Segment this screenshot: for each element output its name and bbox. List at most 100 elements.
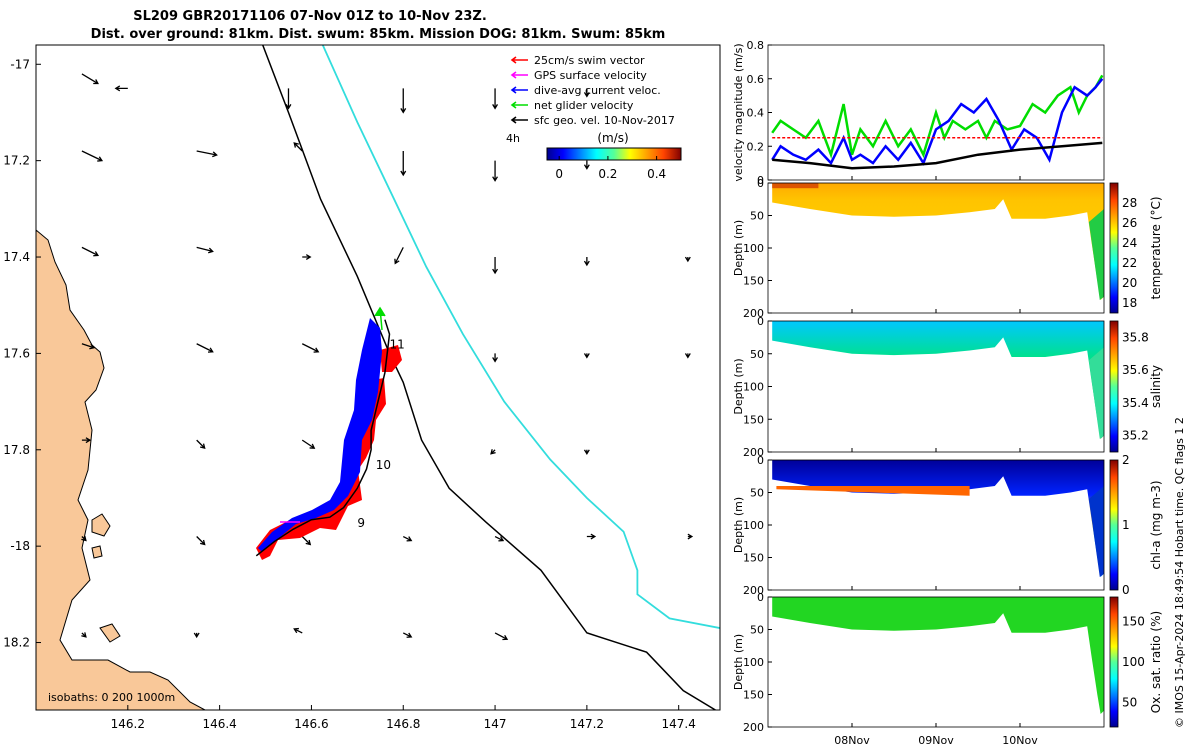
temperature-y-tick-label: 100	[743, 242, 764, 255]
temperature-y-tick-label: 50	[750, 210, 764, 223]
sfc-velocity-arrow	[81, 535, 87, 542]
map-x-tick-label: 146.6	[294, 717, 328, 731]
credit-line: © IMOS 15-Apr-2024 18:49:54 Hobart time.…	[1173, 417, 1186, 728]
temperature-colorbar-tick-label: 26	[1122, 216, 1137, 230]
oxygen-colorbar-tick-label: 50	[1122, 696, 1137, 710]
sfc-velocity-arrow	[402, 632, 413, 638]
map-legend: 25cm/s swim vector GPS surface velocity di…	[510, 54, 675, 127]
oxygen-y-tick-label: 50	[750, 624, 764, 637]
sfc-velocity-arrow	[196, 439, 206, 450]
salinity-colorbar	[1109, 320, 1119, 453]
map-colorbar-ticks: 0 0.2 0.4	[555, 156, 666, 181]
chla-y-tick-label: 50	[750, 487, 764, 500]
salinity-y-tick-label: 150	[743, 413, 764, 426]
net-glider-velocity-arrow	[374, 306, 386, 331]
sfc-velocity-arrow	[301, 439, 316, 449]
map-x-tick-label: 147.2	[570, 717, 604, 731]
salinity-y-tick-label: 50	[750, 348, 764, 361]
chla-ylabel: Depth (m)	[732, 497, 745, 553]
legend-entry: 25cm/s swim vector	[534, 54, 645, 67]
map-y-axis: -17 17.2 17.4 17.6 17.8 -18 18.2	[3, 57, 41, 650]
coastline-land	[36, 229, 206, 710]
track-day-label: 10	[376, 458, 391, 472]
map-frame	[35, 44, 721, 711]
time-x-tick-label: 08Nov	[834, 734, 870, 747]
sfc-velocity-arrow	[301, 536, 312, 546]
temperature-colorbar-tick-label: 18	[1122, 296, 1137, 310]
oxygen-y-tick-label: 150	[743, 689, 764, 702]
oxygen-curtain	[772, 597, 1104, 714]
map-x-tick-label: 146.2	[111, 717, 145, 731]
velocity-series-line	[771, 78, 1104, 166]
track-day-labels: 11 10 9	[357, 338, 404, 530]
chla-y-tick-label: 200	[743, 584, 764, 597]
oxygen-colorbar-tick-label: 150	[1122, 614, 1145, 628]
sfc-velocity-arrow	[400, 151, 407, 177]
legend-entry: dive-avg current veloc.	[534, 84, 661, 97]
isobath-200m	[261, 45, 716, 710]
temperature-y-tick-label: 0	[757, 177, 764, 190]
oxygen-colorbar	[1109, 596, 1119, 728]
sfc-velocity-arrow	[81, 343, 96, 350]
map-colorbar	[546, 147, 682, 161]
temperature-colorbar-tick-label: 22	[1122, 256, 1137, 270]
chla-colorbar-tick-label: 0	[1122, 583, 1130, 597]
salinity-curtain	[772, 321, 1104, 439]
legend-entry: net glider velocity	[534, 99, 634, 112]
oxygen-ylabel: Depth (m)	[732, 634, 745, 690]
time-x-tick-label: 09Nov	[918, 734, 954, 747]
sfc-velocity-arrow	[400, 88, 407, 114]
temperature-colorbar-tick-label: 28	[1122, 196, 1137, 210]
map-colorbar-tick-label: 0.2	[598, 167, 617, 181]
sfc-velocity-arrow	[490, 449, 496, 455]
map-colorbar-tick-label: 0	[555, 167, 563, 181]
sfc-velocity-arrow	[492, 88, 499, 110]
velocity-y-tick-label: 0.8	[747, 39, 765, 52]
sfc-velocity-arrow	[196, 536, 206, 546]
map-x-tick-label: 147	[484, 717, 507, 731]
figure-title-line1: SL209 GBR20171106 07-Nov 01Z to 10-Nov 2…	[133, 9, 487, 24]
map-y-tick-label: 17.8	[3, 443, 30, 457]
sfc-velocity-arrow	[302, 254, 312, 260]
sfc-velocity-arrow	[494, 535, 505, 542]
island-north	[91, 513, 111, 537]
isobath-200m-line	[261, 45, 716, 710]
track-day-label: 11	[389, 338, 404, 352]
sfc-velocity-arrow	[196, 343, 214, 353]
sfc-velocity-arrow	[492, 257, 499, 275]
chla-max-layer	[776, 486, 970, 496]
temperature-deep-cold	[1088, 209, 1104, 300]
sfc-velocity-arrow	[293, 627, 303, 634]
sfc-velocity-arrow	[293, 142, 303, 152]
sfc-velocity-arrow	[196, 150, 218, 158]
sfc-velocity-arrow	[583, 257, 590, 267]
chla-y-tick-label: 100	[743, 519, 764, 532]
chla-y-tick-label: 0	[757, 454, 764, 467]
isobath-1000m	[321, 45, 720, 629]
isobath-1000m-line	[321, 45, 720, 629]
legend-swatch	[510, 56, 528, 64]
map-colorbar-tick-label: 0.4	[647, 167, 666, 181]
temperature-panel: 18 20 22 24 26 28 temperature (°C) 0 50 100 150 200…	[732, 177, 1163, 320]
salinity-colorbar-tick-label: 35.2	[1122, 429, 1149, 443]
sfc-velocity-arrow	[583, 88, 590, 98]
chla-panel: 0 1 2 chl-a (mg m-3) 0 50 100 150 200 Depth (m)	[732, 453, 1163, 597]
map-x-tick-label: 146.4	[202, 717, 236, 731]
temperature-ylabel: Depth (m)	[732, 220, 745, 276]
temperature-colorbar	[1109, 182, 1119, 314]
track-day-label: 9	[357, 516, 365, 530]
figure-title-line2: Dist. over ground: 81km. Dist. swum: 85k…	[91, 27, 666, 42]
velocity-y-tick-label: 0	[757, 174, 764, 187]
colorbar-unit-label: (m/s)	[597, 131, 628, 145]
oxygen-y-tick-label: 0	[757, 591, 764, 604]
salinity-y-tick-label: 100	[743, 381, 764, 394]
sfc-velocity-arrow	[684, 353, 691, 359]
map-y-tick-label: 17.4	[3, 250, 30, 264]
chla-y-tick-label: 150	[743, 552, 764, 565]
salinity-deep	[1088, 347, 1104, 439]
salinity-y-tick-label: 200	[743, 446, 764, 459]
salinity-colorbar-label: salinity	[1149, 365, 1163, 408]
